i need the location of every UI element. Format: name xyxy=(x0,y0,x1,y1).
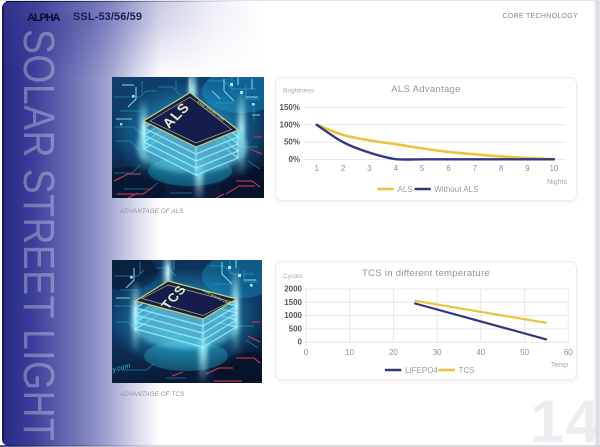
svg-text:50%: 50% xyxy=(284,138,300,147)
svg-text:20: 20 xyxy=(389,348,398,357)
svg-text:8: 8 xyxy=(499,164,504,173)
svg-text:TCS: TCS xyxy=(459,366,475,375)
svg-text:Temp: Temp xyxy=(551,362,568,369)
svg-text:4: 4 xyxy=(394,164,399,173)
svg-text:5: 5 xyxy=(420,164,425,173)
svg-text:2000: 2000 xyxy=(284,285,302,294)
svg-text:0: 0 xyxy=(304,348,309,357)
svg-text:3: 3 xyxy=(367,164,372,173)
svg-text:Without ALS: Without ALS xyxy=(434,185,478,194)
svg-text:ALS: ALS xyxy=(398,185,413,194)
svg-text:LIFEPO4: LIFEPO4 xyxy=(405,366,438,375)
svg-text:0%: 0% xyxy=(288,155,300,164)
svg-text:1000: 1000 xyxy=(284,311,302,320)
svg-text:150%: 150% xyxy=(280,103,300,112)
svg-text:6: 6 xyxy=(446,164,451,173)
svg-text:ALS Advantage: ALS Advantage xyxy=(391,84,460,95)
svg-text:9: 9 xyxy=(525,164,530,173)
svg-text:1500: 1500 xyxy=(284,298,302,307)
svg-text:Cycles: Cycles xyxy=(283,273,303,280)
svg-text:Nights: Nights xyxy=(547,179,567,186)
svg-text:1: 1 xyxy=(314,164,319,173)
svg-text:30: 30 xyxy=(433,348,442,357)
svg-text:10: 10 xyxy=(345,348,354,357)
svg-text:7: 7 xyxy=(473,164,478,173)
svg-text:500: 500 xyxy=(289,324,303,333)
svg-text:50: 50 xyxy=(520,348,529,357)
svg-text:y.com: y.com xyxy=(112,363,131,374)
svg-text:0: 0 xyxy=(298,338,303,347)
svg-text:TCS in different temperature: TCS in different temperature xyxy=(362,268,490,279)
svg-text:2: 2 xyxy=(341,164,346,173)
svg-text:100%: 100% xyxy=(280,120,300,129)
svg-text:60: 60 xyxy=(564,348,573,357)
svg-text:10: 10 xyxy=(549,164,558,173)
svg-text:40: 40 xyxy=(476,348,485,357)
svg-text:Brightness: Brightness xyxy=(283,88,314,95)
